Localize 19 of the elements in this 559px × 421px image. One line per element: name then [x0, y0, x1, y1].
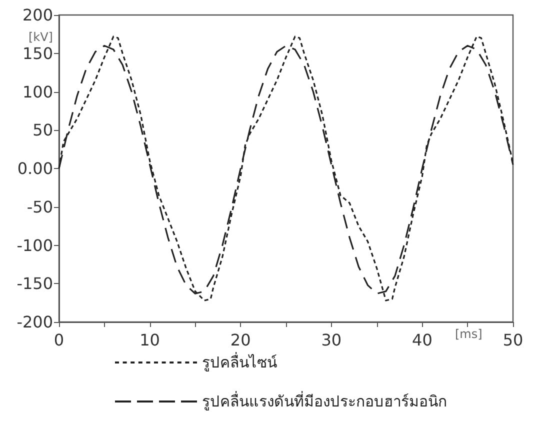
y-axis-title: [kV] [28, 30, 53, 44]
legend-label: รูปคลื่นไซน์ [202, 352, 277, 372]
y-tick-label: -200 [16, 312, 53, 332]
x-tick-label: 40 [412, 330, 432, 350]
y-tick-label: -50 [26, 197, 53, 216]
x-axis-title: [ms] [455, 327, 482, 341]
y-tick-label: 0.00 [17, 159, 53, 178]
x-tick-label: 0 [54, 330, 64, 350]
x-tick-label: 50 [502, 330, 524, 350]
x-tick-label: 30 [321, 330, 342, 350]
y-tick-label: 150 [22, 44, 53, 63]
y-tick-label: 50 [32, 120, 53, 140]
legend-label: รูปคลื่นแรงดันที่มีองประกอบฮาร์มอนิก [202, 390, 447, 410]
y-tick-label: 200 [22, 6, 53, 24]
y-tick-label: 100 [22, 82, 53, 102]
y-tick-label: -100 [16, 236, 53, 255]
x-tick-label: 10 [140, 330, 160, 350]
y-tick-label: -150 [16, 274, 53, 294]
x-tick-label: 20 [230, 330, 251, 350]
